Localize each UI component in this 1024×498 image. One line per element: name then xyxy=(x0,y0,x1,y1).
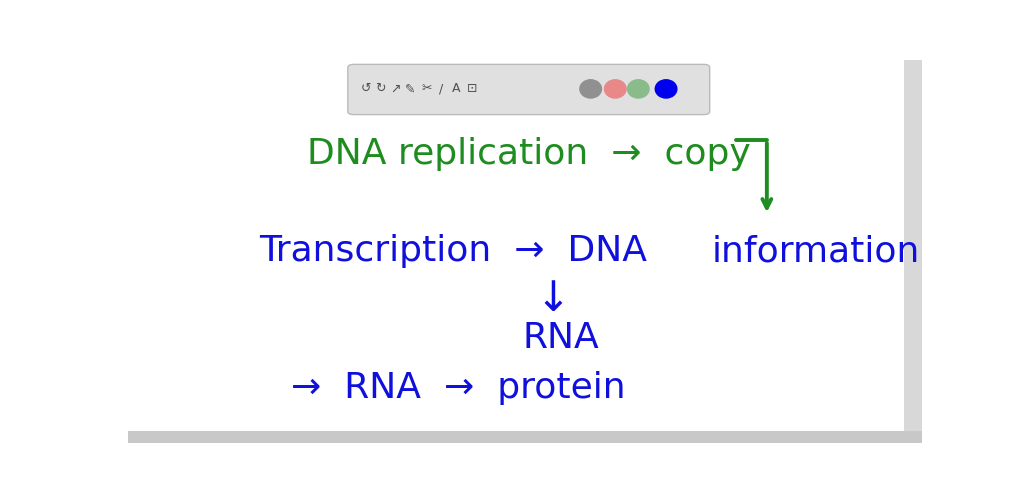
Text: ↗: ↗ xyxy=(390,82,400,96)
Text: DNA replication  →  copy: DNA replication → copy xyxy=(306,137,751,171)
Bar xyxy=(904,60,922,431)
Text: RNA: RNA xyxy=(522,321,599,355)
FancyBboxPatch shape xyxy=(348,64,710,115)
Text: ✎: ✎ xyxy=(406,82,416,96)
Text: /: / xyxy=(438,82,442,96)
Bar xyxy=(128,431,922,443)
Ellipse shape xyxy=(655,80,677,98)
Text: information: information xyxy=(712,235,920,268)
Text: ↻: ↻ xyxy=(375,82,386,96)
Ellipse shape xyxy=(580,80,601,98)
Text: →  RNA  →  protein: → RNA → protein xyxy=(291,371,626,404)
Text: A: A xyxy=(452,82,460,96)
Text: Transcription  →  DNA: Transcription → DNA xyxy=(259,235,647,268)
Ellipse shape xyxy=(604,80,626,98)
Text: ✂: ✂ xyxy=(421,82,432,96)
Text: ⊡: ⊡ xyxy=(466,82,477,96)
Text: ↺: ↺ xyxy=(360,82,372,96)
Text: ↓: ↓ xyxy=(536,278,570,320)
Ellipse shape xyxy=(628,80,649,98)
